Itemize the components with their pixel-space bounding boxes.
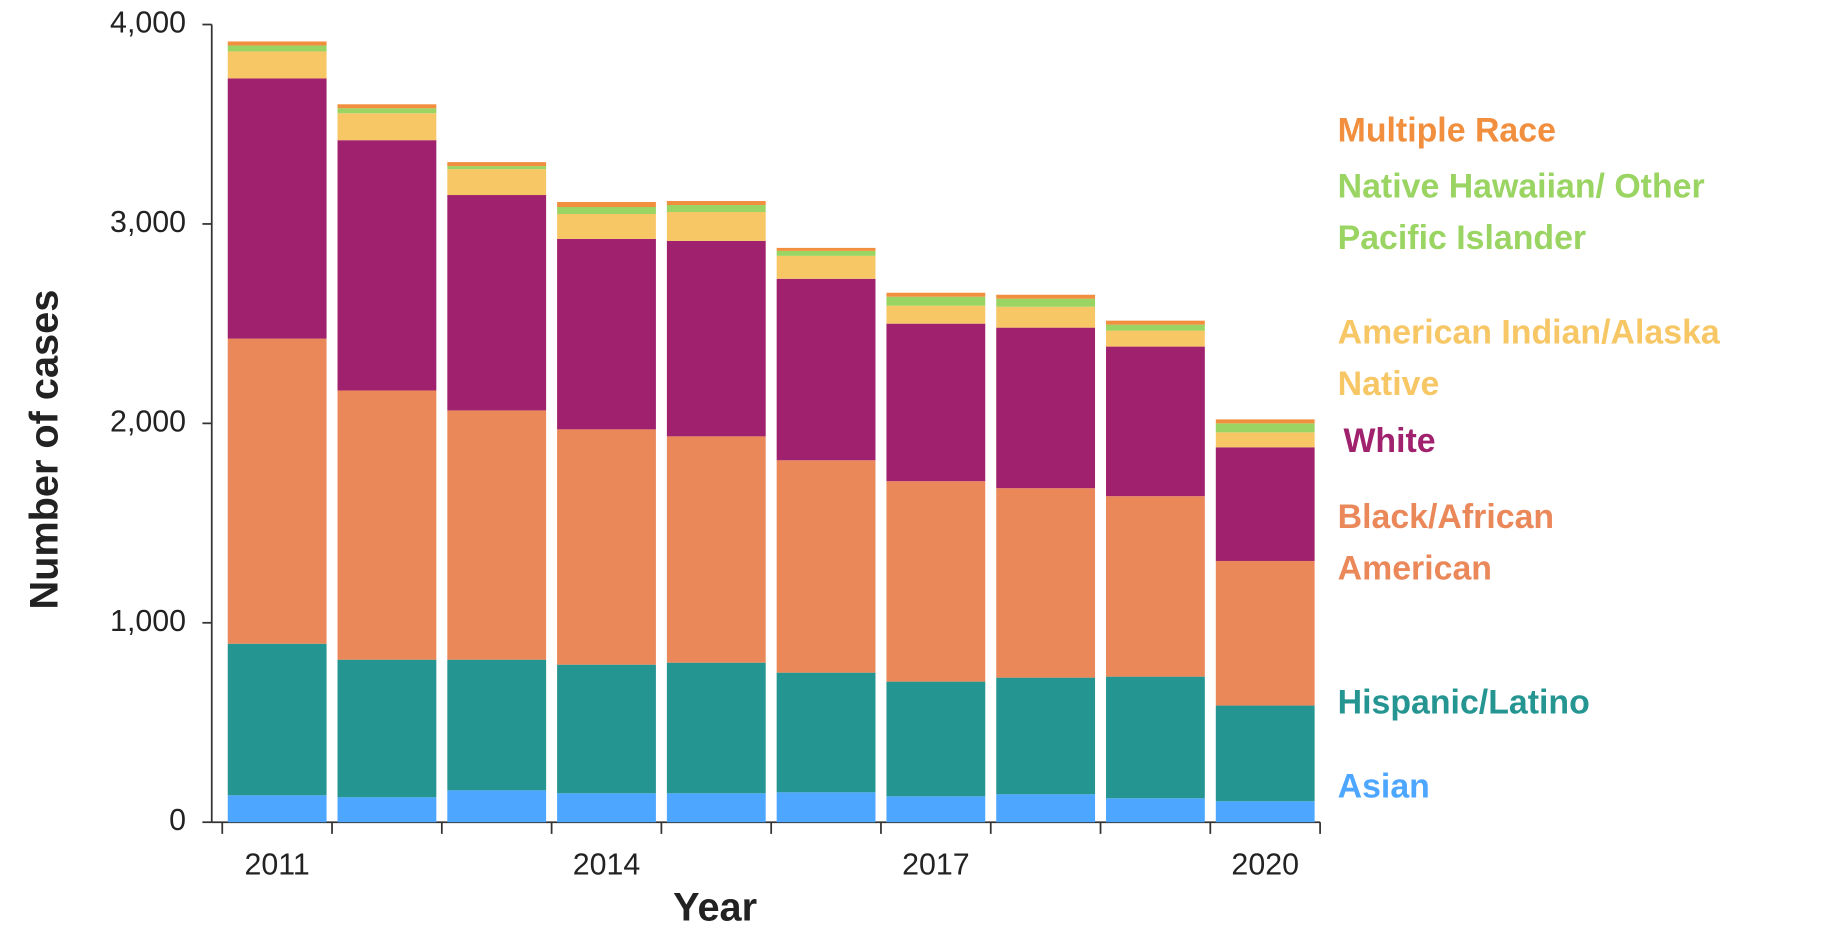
bar-segment xyxy=(227,51,327,79)
bar-segment xyxy=(337,108,437,114)
y-tick-label: 1,000 xyxy=(110,605,186,638)
bar-segment xyxy=(666,211,766,241)
bar-segment xyxy=(557,238,656,430)
bar-segment xyxy=(1215,447,1315,561)
bar-segment xyxy=(776,460,876,673)
legend-entry: American Indian/Alaska Native xyxy=(1337,314,1720,403)
bar-segment xyxy=(666,205,766,212)
bar-segment xyxy=(1106,330,1205,347)
y-axis-title: Number of cases xyxy=(23,290,67,610)
bar-segment xyxy=(447,169,547,196)
legend-entry: Native Hawaiian/ Other Pacific Islander xyxy=(1337,168,1705,257)
legend-entry: Multiple Race xyxy=(1337,112,1556,150)
bar-segment xyxy=(1215,560,1315,706)
x-tick-label: 2020 xyxy=(1231,849,1299,882)
bar-segment xyxy=(227,795,327,823)
bar-segment xyxy=(886,305,986,324)
bar-segment xyxy=(886,796,986,823)
y-tick-label: 4,000 xyxy=(110,7,186,40)
bar-segment xyxy=(996,677,1096,795)
bar-segment xyxy=(557,206,656,214)
x-tick-label: 2014 xyxy=(573,849,641,882)
bar-segment xyxy=(557,429,656,665)
bar-segment xyxy=(1215,423,1315,433)
bar-segment xyxy=(1106,320,1205,325)
legend-label: Native Hawaiian/ Other Pacific Islander xyxy=(1337,168,1705,257)
bar-segment xyxy=(996,488,1096,678)
legend-label: Multiple Race xyxy=(1337,112,1556,150)
bar-segment xyxy=(1215,801,1315,823)
y-tick-label: 2,000 xyxy=(110,405,186,438)
bar-segment xyxy=(1106,798,1205,823)
legend-label: White xyxy=(1343,422,1436,461)
bar-segment xyxy=(557,664,656,794)
bar-segment xyxy=(337,113,437,141)
legend-label: American Indian/Alaska Native xyxy=(1337,314,1720,403)
bar-segment xyxy=(666,436,766,663)
legend-entry: White xyxy=(1343,422,1436,461)
bar-segment xyxy=(996,306,1096,328)
bar-segment xyxy=(996,298,1096,307)
bar-segment xyxy=(337,797,437,823)
bar-segment xyxy=(227,45,327,52)
bar-segment xyxy=(1106,676,1205,799)
bar-segment xyxy=(447,410,547,660)
bar-segment xyxy=(227,338,327,644)
bar-segment xyxy=(666,240,766,437)
bar-segment xyxy=(886,292,986,297)
bar-segment xyxy=(886,323,986,482)
bar-segment xyxy=(1215,705,1315,802)
bar-segment xyxy=(447,790,547,823)
bar-segment xyxy=(776,792,876,823)
bar-segment xyxy=(557,202,656,207)
bar-segment xyxy=(666,793,766,823)
bar-segment xyxy=(447,659,547,791)
bar-segment xyxy=(666,662,766,794)
bar-segment xyxy=(337,659,437,798)
bar-segment xyxy=(666,201,766,206)
bar-segment xyxy=(1106,324,1205,331)
bar-segment xyxy=(886,296,986,306)
x-tick-label: 2017 xyxy=(902,849,970,882)
bar-segment xyxy=(886,481,986,682)
legend-label: Asian xyxy=(1337,768,1430,806)
bar-segment xyxy=(337,140,437,391)
bar-segment xyxy=(1106,496,1205,677)
bar-segment xyxy=(776,672,876,793)
bar-segment xyxy=(1215,432,1315,448)
bar-segment xyxy=(996,327,1096,489)
legend-label: Hispanic/Latino xyxy=(1337,684,1590,722)
legend-entry: Asian xyxy=(1337,768,1430,806)
legend-entry: Black/African American xyxy=(1337,498,1555,588)
bar-segment xyxy=(227,41,327,46)
bar-segment xyxy=(227,643,327,796)
bar-segment xyxy=(886,681,986,797)
bar-segment xyxy=(776,278,876,461)
bar-segment xyxy=(1215,419,1315,424)
bar-segment xyxy=(337,390,437,660)
bar-segment xyxy=(447,162,547,167)
bar-segment xyxy=(1106,346,1205,497)
y-tick-label: 0 xyxy=(169,804,186,837)
bar-segment xyxy=(776,250,876,256)
bar-segment xyxy=(447,166,547,170)
legend-entry: Hispanic/Latino xyxy=(1337,684,1590,722)
x-axis-title: Year xyxy=(673,885,757,929)
bar-segment xyxy=(557,213,656,239)
bar-segment xyxy=(996,294,1096,299)
bar-segment xyxy=(776,255,876,279)
bar-segment xyxy=(337,104,437,109)
legend-label: Black/African American xyxy=(1337,498,1555,588)
bar-segment xyxy=(227,78,327,339)
bar-segment xyxy=(447,195,547,411)
bar-segment xyxy=(996,794,1096,823)
x-tick-label: 2011 xyxy=(244,849,309,882)
y-tick-label: 3,000 xyxy=(110,206,186,239)
bar-segment xyxy=(557,793,656,823)
bar-segment xyxy=(776,247,876,251)
